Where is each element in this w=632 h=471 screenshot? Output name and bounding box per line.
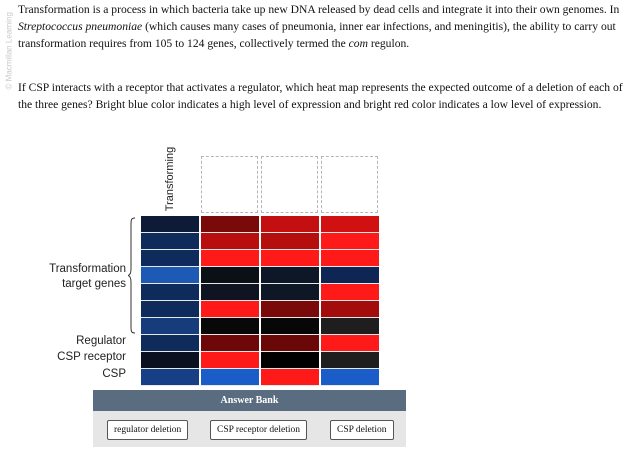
drop-target-column-b[interactable] [261, 156, 318, 213]
heatmap-cell [141, 318, 199, 335]
heatmap-cell [141, 335, 199, 352]
regulator-label: Regulator [76, 335, 126, 347]
heatmap-column-c [321, 216, 379, 386]
heatmap-cell [321, 216, 379, 233]
heatmap-cell [321, 335, 379, 352]
heatmap-cell [321, 233, 379, 250]
heatmap-cell [261, 335, 319, 352]
heatmap-cell [261, 267, 319, 284]
heatmap-cell [141, 284, 199, 301]
heatmap-cell [141, 250, 199, 267]
answer-bank: Answer Bank regulator deletion CSP recep… [93, 390, 406, 447]
csp-receptor-label: CSP receptor [57, 351, 126, 363]
heatmap-cell [261, 318, 319, 335]
heatmap-column-transforming [141, 216, 199, 386]
intro-paragraph: Transformation is a process in which bac… [18, 3, 620, 50]
heatmap-cell [261, 301, 319, 318]
question-paragraph: If CSP interacts with a receptor that ac… [18, 81, 623, 111]
heatmap-cell [141, 216, 199, 233]
heatmap-cell [201, 250, 259, 267]
heatmap-cell [201, 352, 259, 369]
heatmap-cell [141, 233, 199, 250]
drop-target-column-a[interactable] [201, 156, 258, 213]
target-genes-label: Transformation target genes [49, 263, 126, 290]
heatmap-cell [321, 267, 379, 284]
heatmap-cell [201, 318, 259, 335]
csp-deletion-chip[interactable]: CSP deletion [330, 420, 394, 440]
heatmap-cell [261, 250, 319, 267]
answer-bank-title: Answer Bank [93, 390, 406, 411]
heatmap-cell [261, 284, 319, 301]
column-header: Transforming [164, 146, 176, 212]
heatmap-cell [321, 369, 379, 386]
heatmap-cell [201, 369, 259, 386]
heatmap-cell [321, 352, 379, 369]
heatmap-cell [141, 369, 199, 386]
heatmap-cell [321, 250, 379, 267]
heatmap-cell [321, 284, 379, 301]
heatmap-cell [261, 352, 319, 369]
csp-label: CSP [102, 368, 126, 380]
heatmap-cell [261, 216, 319, 233]
heatmap-cell [201, 335, 259, 352]
heatmap-cell [141, 267, 199, 284]
heatmap-cell [321, 318, 379, 335]
heatmap-column-a [201, 216, 259, 386]
heatmap-cell [201, 301, 259, 318]
heatmap-cell [141, 301, 199, 318]
heatmap-cell [321, 301, 379, 318]
heatmap-cell [261, 369, 319, 386]
brace-icon [128, 217, 136, 334]
heatmap-cell [201, 216, 259, 233]
heatmap-cell [141, 352, 199, 369]
copyright-watermark: © Macmillan Learning [4, 12, 14, 90]
heatmap-column-b [261, 216, 319, 386]
drop-target-column-c[interactable] [321, 156, 378, 213]
heatmap-cell [261, 233, 319, 250]
csp-receptor-deletion-chip[interactable]: CSP receptor deletion [210, 420, 308, 440]
regulator-deletion-chip[interactable]: regulator deletion [107, 420, 189, 440]
heatmap-cell [201, 284, 259, 301]
heatmap-cell [201, 267, 259, 284]
heatmap-cell [201, 233, 259, 250]
